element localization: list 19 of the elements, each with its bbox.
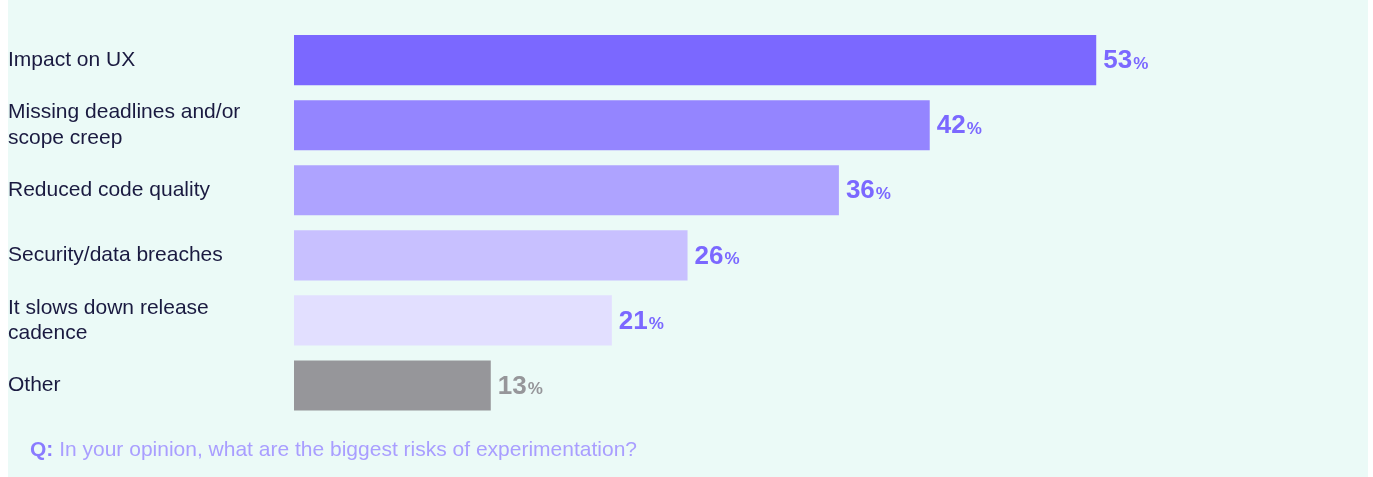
data-label: 53% [1103,44,1149,75]
bar [294,360,491,411]
bar [294,165,839,216]
y-tick-label: It slows down release cadence [8,294,209,343]
y-tick-label: Reduced code quality [8,177,211,201]
text: Q: In your opinion, what are the biggest risks of experimentation? [30,436,637,460]
data-label: 26% [694,239,740,270]
bar [294,100,930,151]
y-tick-label: Missing deadlines and/or scope creep [8,99,241,148]
bar [294,35,1097,86]
data-label: 13% [497,369,543,400]
y-tick-label: Other [8,372,61,396]
data-label: 36% [845,174,891,205]
y-tick-label: Security/data breaches [8,242,223,266]
bar [294,295,612,346]
y-tick-label: Impact on UX [8,46,136,70]
data-label: 21% [618,304,664,335]
data-label: 42% [936,109,982,140]
bar [294,230,688,281]
